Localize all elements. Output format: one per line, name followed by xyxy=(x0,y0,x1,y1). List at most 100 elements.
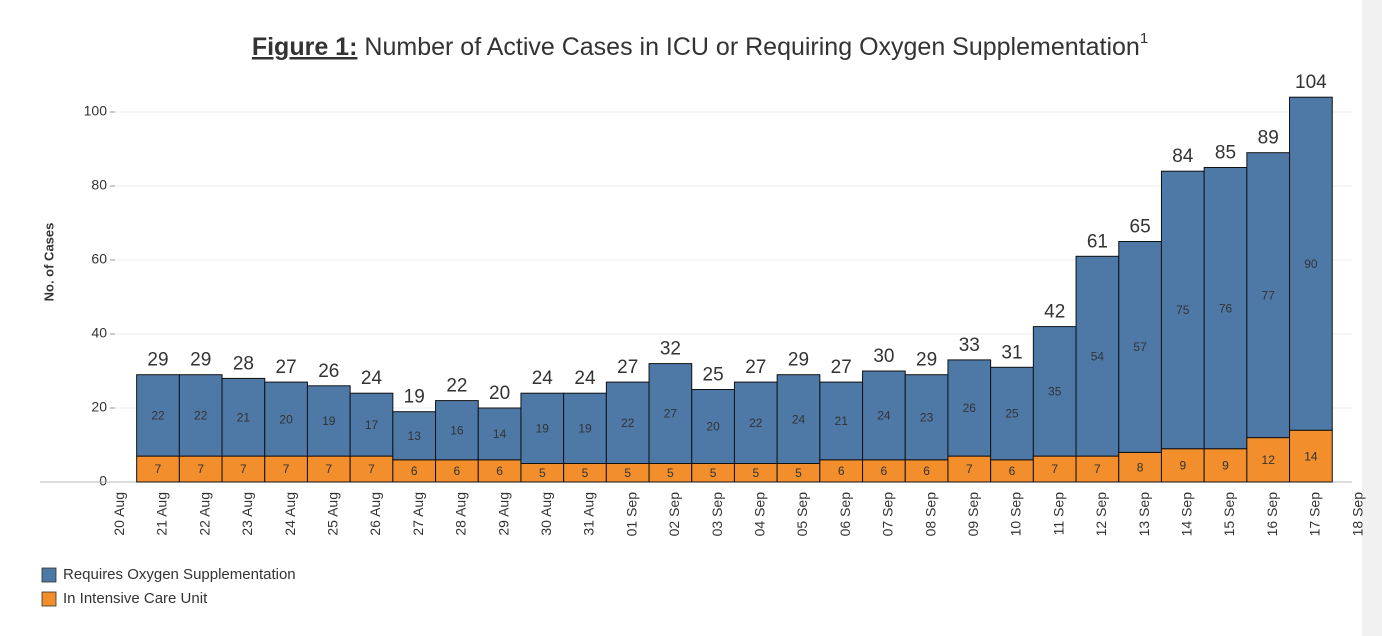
segment-label: 14 xyxy=(493,427,507,441)
total-label: 24 xyxy=(574,368,596,389)
bar-segment xyxy=(691,389,735,464)
x-tick-label: 28 Aug xyxy=(453,492,469,536)
x-tick-label: 07 Sep xyxy=(880,492,896,537)
x-tick-label: 02 Sep xyxy=(666,492,682,537)
segment-label: 20 xyxy=(279,412,293,426)
x-tick-label: 06 Sep xyxy=(837,492,853,537)
total-label: 30 xyxy=(873,346,894,367)
total-label: 26 xyxy=(318,361,339,382)
bar-segment xyxy=(776,374,821,465)
bar-segment xyxy=(819,381,864,461)
y-axis-label: No. of Cases xyxy=(41,223,56,302)
segment-label: 20 xyxy=(706,420,720,434)
bar-segment xyxy=(392,411,437,461)
total-label: 104 xyxy=(1295,72,1327,93)
bar-segment xyxy=(563,392,607,465)
bar-segment xyxy=(306,385,351,457)
bar-segment xyxy=(477,407,522,461)
bar-segment xyxy=(1160,448,1205,483)
segment-label: 19 xyxy=(322,414,336,428)
x-tick-label: 31 Aug xyxy=(581,492,597,536)
y-tick-label: 40 xyxy=(91,325,107,341)
x-tick-label: 16 Sep xyxy=(1264,492,1280,537)
legend-label: In Intensive Care Unit xyxy=(63,590,208,607)
scrollbar-track xyxy=(1362,0,1382,636)
total-label: 33 xyxy=(959,335,980,356)
segment-label: 6 xyxy=(1009,464,1016,478)
total-label: 19 xyxy=(404,387,425,408)
segment-label: 7 xyxy=(1051,462,1058,476)
segment-label: 14 xyxy=(1304,449,1318,463)
bar-segment xyxy=(1246,152,1291,439)
x-tick-label: 29 Aug xyxy=(495,492,511,536)
segment-label: 5 xyxy=(667,466,674,480)
total-label: 89 xyxy=(1258,128,1279,149)
y-tick-label: 100 xyxy=(84,103,108,119)
y-tick-label: 60 xyxy=(91,251,107,267)
total-label: 61 xyxy=(1087,231,1108,252)
segment-label: 7 xyxy=(283,462,290,476)
bar-segment xyxy=(1289,96,1333,431)
segment-label: 22 xyxy=(151,409,165,423)
bar-segment xyxy=(733,381,778,465)
legend-label: Requires Oxygen Supplementation xyxy=(63,566,296,583)
bar-segment xyxy=(435,400,479,461)
x-tick-label: 12 Sep xyxy=(1093,492,1109,537)
segment-label: 19 xyxy=(536,422,550,436)
bar-segment xyxy=(264,455,308,483)
segment-label: 24 xyxy=(877,409,891,423)
total-label: 28 xyxy=(233,353,254,374)
segment-label: 17 xyxy=(365,418,379,432)
title-note: 1 xyxy=(1140,30,1148,47)
bar-segment xyxy=(947,455,992,483)
segment-label: 7 xyxy=(155,462,162,476)
x-tick-label: 04 Sep xyxy=(752,492,768,537)
segment-label: 35 xyxy=(1048,385,1062,399)
total-label: 27 xyxy=(745,357,766,378)
total-label: 25 xyxy=(703,365,724,386)
bar-segment xyxy=(947,359,992,457)
segment-label: 7 xyxy=(240,462,247,476)
chart-title-group: Figure 1: Number of Active Cases in ICU o… xyxy=(252,30,1148,61)
total-label: 20 xyxy=(489,383,510,404)
total-label: 27 xyxy=(831,357,852,378)
bar-segment xyxy=(605,381,650,465)
bar-segment xyxy=(904,374,949,461)
total-label: 27 xyxy=(617,357,638,378)
x-tick-label: 30 Aug xyxy=(538,492,554,536)
bar-segment xyxy=(178,374,223,457)
x-tick-label: 20 Aug xyxy=(111,492,127,536)
legend-swatch xyxy=(41,567,57,583)
total-label: 24 xyxy=(532,368,554,389)
chart-title: Number of Active Cases in ICU or Requiri… xyxy=(364,33,1139,61)
y-tick-label: 80 xyxy=(91,177,107,193)
total-label: 84 xyxy=(1172,146,1194,167)
x-tick-label: 23 Aug xyxy=(239,492,255,536)
x-tick-label: 15 Sep xyxy=(1221,492,1237,537)
total-label: 27 xyxy=(276,357,297,378)
segment-label: 5 xyxy=(582,466,589,480)
x-tick-label: 05 Sep xyxy=(794,492,810,537)
total-label: 29 xyxy=(190,350,211,371)
bar-segment xyxy=(1075,455,1120,483)
segment-label: 5 xyxy=(710,466,717,480)
title-label: Figure 1: xyxy=(252,33,358,61)
segment-label: 26 xyxy=(963,401,977,415)
segment-label: 6 xyxy=(496,464,503,478)
x-tick-label: 22 Aug xyxy=(196,492,212,536)
x-tick-label: 18 Sep xyxy=(1349,492,1365,537)
x-tick-label: 21 Aug xyxy=(154,492,170,536)
bar-segment xyxy=(136,374,180,457)
segment-label: 9 xyxy=(1179,459,1186,473)
segment-label: 13 xyxy=(408,429,422,443)
segment-label: 22 xyxy=(621,416,635,430)
bar-segment xyxy=(178,455,223,483)
segment-label: 21 xyxy=(237,410,251,424)
segment-label: 19 xyxy=(578,422,592,436)
x-tick-label: 09 Sep xyxy=(965,492,981,537)
segment-label: 5 xyxy=(752,466,759,480)
segment-label: 57 xyxy=(1133,340,1147,354)
x-tick-label: 27 Aug xyxy=(410,492,426,536)
total-label: 24 xyxy=(361,368,383,389)
x-tick-label: 03 Sep xyxy=(709,492,725,537)
